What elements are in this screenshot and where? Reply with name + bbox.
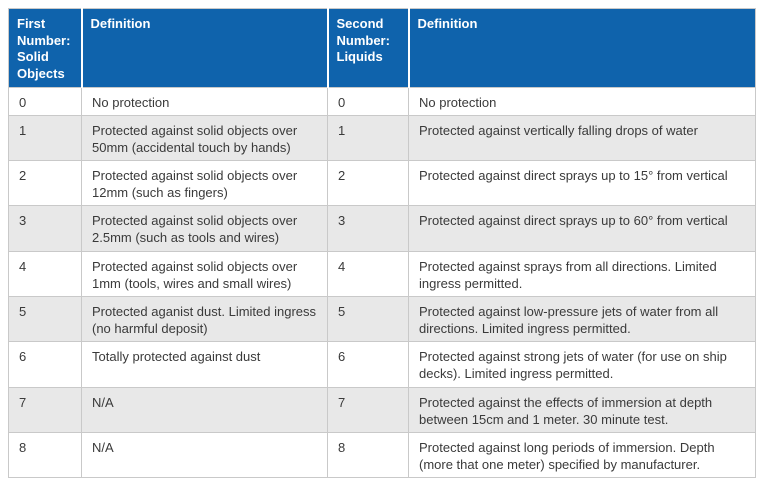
liquid-definition-cell: Protected against vertically falling dro… (408, 114, 756, 161)
header-liquid-definition: Definition (407, 8, 756, 88)
solid-definition-cell: Totally protected against dust (81, 341, 328, 388)
table-body: 0 No protection 0 No protection 1 Protec… (8, 86, 756, 479)
ip-rating-table: First Number: Solid Objects Definition S… (8, 8, 756, 479)
header-first-number-solid-objects: First Number: Solid Objects (8, 8, 82, 88)
liquid-definition-cell: Protected against sprays from all direct… (408, 250, 756, 297)
solid-number-cell: 4 (8, 250, 82, 297)
solid-number-cell: 1 (8, 114, 82, 161)
liquid-definition-cell: Protected against direct sprays up to 60… (408, 205, 756, 252)
liquid-definition-cell: Protected against long periods of immers… (408, 431, 756, 479)
solid-definition-cell: No protection (81, 86, 328, 116)
table-row: 0 No protection 0 No protection (8, 86, 756, 116)
solid-number-cell: 3 (8, 205, 82, 252)
liquid-number-cell: 3 (327, 205, 409, 252)
solid-definition-cell: N/A (81, 431, 328, 479)
solid-number-cell: 5 (8, 295, 82, 343)
solid-definition-cell: Protected against solid objects over 50m… (81, 114, 328, 161)
header-second-number-liquids: Second Number: Liquids (326, 8, 409, 88)
table-row: 6 Totally protected against dust 6 Prote… (8, 341, 756, 388)
liquid-number-cell: 6 (327, 341, 409, 388)
liquid-number-cell: 5 (327, 295, 409, 343)
solid-definition-cell: Protected against solid objects over 1mm… (81, 250, 328, 297)
table-row: 1 Protected against solid objects over 5… (8, 114, 756, 161)
liquid-definition-cell: No protection (408, 86, 756, 116)
liquid-definition-cell: Protected against direct sprays up to 15… (408, 159, 756, 207)
liquid-number-cell: 4 (327, 250, 409, 297)
solid-number-cell: 8 (8, 431, 82, 479)
solid-definition-cell: Protected against solid objects over 12m… (81, 159, 328, 207)
liquid-number-cell: 7 (327, 386, 409, 433)
table-header: First Number: Solid Objects Definition S… (8, 8, 756, 88)
solid-number-cell: 7 (8, 386, 82, 433)
liquid-definition-cell: Protected against strong jets of water (… (408, 341, 756, 388)
table-row: 5 Protected aganist dust. Limited ingres… (8, 295, 756, 343)
liquid-definition-cell: Protected against low-pressure jets of w… (408, 295, 756, 343)
table-row: 4 Protected against solid objects over 1… (8, 250, 756, 297)
solid-number-cell: 2 (8, 159, 82, 207)
liquid-definition-cell: Protected against the effects of immersi… (408, 386, 756, 433)
table-row: 2 Protected against solid objects over 1… (8, 159, 756, 207)
table-row: 3 Protected against solid objects over 2… (8, 205, 756, 252)
liquid-number-cell: 1 (327, 114, 409, 161)
solid-definition-cell: N/A (81, 386, 328, 433)
header-row: First Number: Solid Objects Definition S… (8, 8, 756, 88)
solid-definition-cell: Protected against solid objects over 2.5… (81, 205, 328, 252)
solid-number-cell: 0 (8, 86, 82, 116)
liquid-number-cell: 8 (327, 431, 409, 479)
table-row: 8 N/A 8 Protected against long periods o… (8, 431, 756, 479)
solid-number-cell: 6 (8, 341, 82, 388)
header-solid-definition: Definition (80, 8, 328, 88)
liquid-number-cell: 0 (327, 86, 409, 116)
table-row: 7 N/A 7 Protected against the effects of… (8, 386, 756, 433)
liquid-number-cell: 2 (327, 159, 409, 207)
solid-definition-cell: Protected aganist dust. Limited ingress … (81, 295, 328, 343)
